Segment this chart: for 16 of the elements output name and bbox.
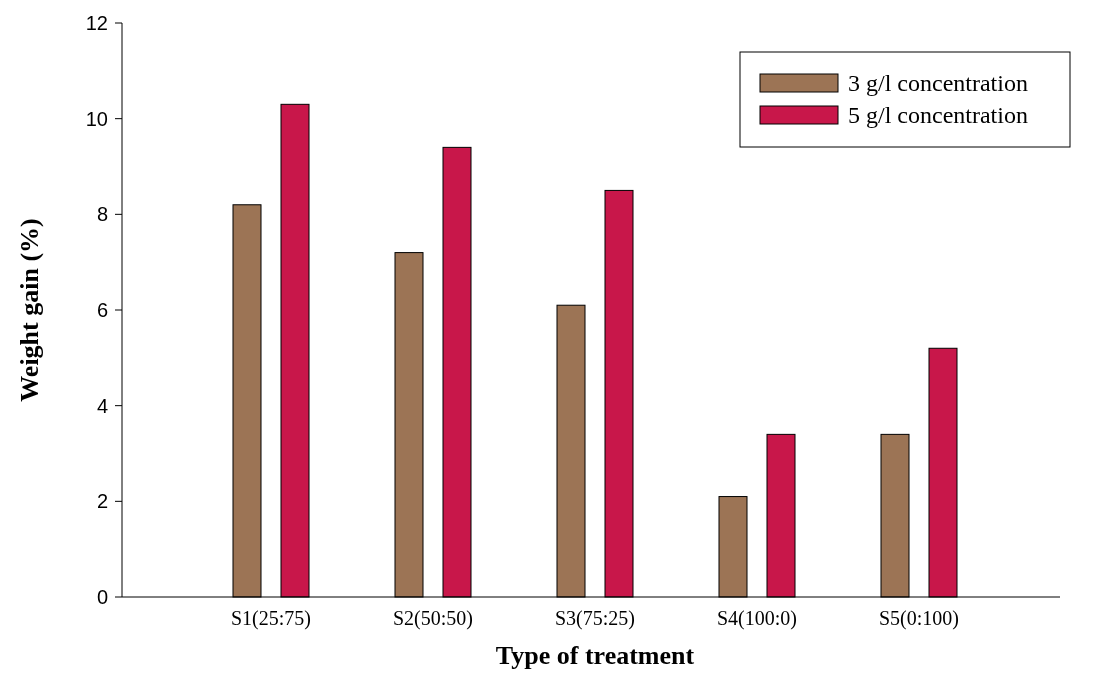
y-tick-label: 4	[96, 394, 108, 417]
x-tick-label: S5(0:100)	[879, 607, 959, 630]
legend-label: 5 g/l concentration	[848, 102, 1028, 129]
x-tick-label: S2(50:50)	[393, 607, 473, 630]
y-tick-label: 2	[96, 490, 108, 513]
y-axis-title: Weight gain (%)	[15, 218, 44, 402]
legend-label: 3 g/l concentration	[848, 70, 1028, 97]
x-tick-label: S3(75:25)	[555, 607, 635, 630]
x-tick-label: S4(100:0)	[717, 607, 797, 630]
x-axis-title: Type of treatment	[495, 641, 695, 670]
y-tick-label: 6	[96, 299, 108, 321]
y-tick-label: 12	[85, 12, 108, 34]
x-tick-label: S1(25:75)	[231, 607, 311, 630]
y-tick-label: 0	[96, 586, 108, 608]
y-tick-label: 8	[96, 203, 108, 226]
y-tick-label: 10	[85, 107, 108, 130]
